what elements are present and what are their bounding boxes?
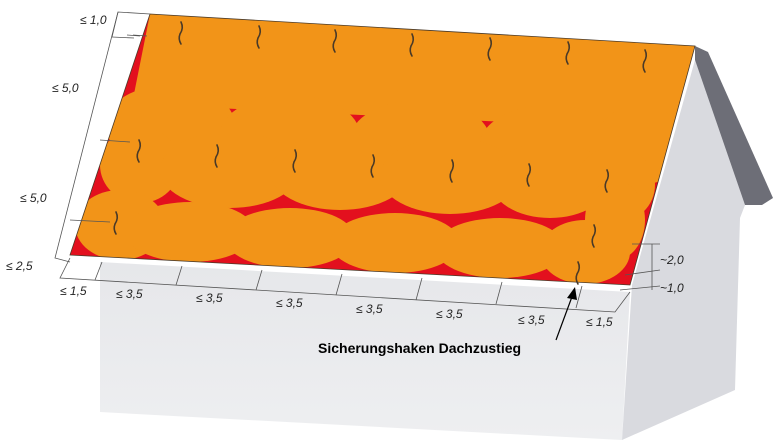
- safety-hook-icon: [591, 224, 597, 248]
- safety-hook-icon: [449, 159, 455, 183]
- dimension-label-bottom: ≤ 1,5: [60, 284, 87, 298]
- safety-hook-icon: [292, 149, 298, 173]
- dimension-label-bottom: ≤ 3,5: [436, 307, 463, 321]
- house-front-wall: [100, 262, 630, 440]
- dimension-label-left: ≤ 5,0: [52, 81, 79, 95]
- callout-arrow: [555, 287, 577, 341]
- safety-hook-icon: [409, 33, 415, 57]
- safety-hook-icon: [256, 25, 262, 49]
- safety-hook-icon: [113, 211, 119, 235]
- safety-hook-icon: [565, 41, 571, 65]
- dimension-label-bottom: ≤ 3,5: [116, 287, 143, 301]
- coverage-circles: [75, 85, 685, 284]
- safety-hook-icon: [370, 154, 376, 178]
- roof-outline: [69, 13, 696, 286]
- safety-hook-icon: [487, 37, 493, 61]
- safety-hook-icon: [604, 169, 610, 193]
- dimension-label-bottom: ≤ 3,5: [356, 302, 383, 316]
- safety-hook-icon: [136, 139, 142, 163]
- dimension-label-right: ~1,0: [660, 281, 684, 295]
- dimension-label-left: ≤ 1,0: [80, 13, 107, 27]
- safety-hook-icon: [575, 261, 581, 285]
- dimension-label-left: ≤ 2,5: [6, 259, 33, 273]
- safety-hook-icon: [332, 29, 338, 53]
- dimension-label-right: ~2,0: [660, 253, 684, 267]
- safety-hook-icon: [526, 163, 532, 187]
- dimension-label-bottom: ≤ 1,5: [586, 315, 613, 329]
- safety-hook-icon: [642, 49, 648, 73]
- safety-hooks: [113, 21, 648, 285]
- dimension-label-bottom: ≤ 3,5: [276, 296, 303, 310]
- dimension-lines: [54, 11, 661, 313]
- house-gable-wall: [622, 60, 745, 440]
- dimension-label-bottom: ≤ 3,5: [518, 313, 545, 327]
- safety-hook-icon: [214, 144, 220, 168]
- callout-label: Sicherungshaken Dachzustieg: [318, 340, 521, 356]
- roof-side-slope: [695, 46, 773, 205]
- roof-surface: [70, 14, 695, 285]
- dimension-label-bottom: ≤ 3,5: [196, 291, 223, 305]
- safety-hook-icon: [178, 21, 184, 45]
- house: [100, 46, 773, 440]
- dimension-label-left: ≤ 5,0: [20, 191, 47, 205]
